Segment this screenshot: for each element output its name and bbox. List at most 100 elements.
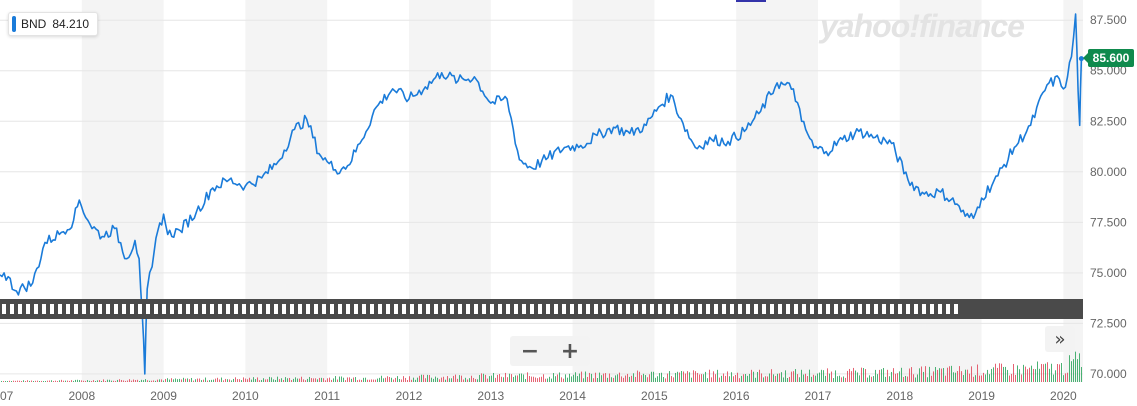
event-marker[interactable]: [153, 304, 158, 314]
event-marker[interactable]: [353, 304, 358, 314]
event-marker[interactable]: [17, 304, 22, 314]
event-marker[interactable]: [625, 304, 630, 314]
event-marker[interactable]: [209, 304, 214, 314]
event-marker[interactable]: [201, 304, 206, 314]
event-marker[interactable]: [873, 304, 878, 314]
event-marker[interactable]: [249, 304, 254, 314]
event-marker[interactable]: [761, 304, 766, 314]
event-marker[interactable]: [137, 304, 142, 314]
event-marker[interactable]: [529, 304, 534, 314]
zoom-out-button[interactable]: −: [510, 336, 550, 366]
event-marker[interactable]: [785, 304, 790, 314]
event-marker[interactable]: [305, 304, 310, 314]
event-marker[interactable]: [97, 304, 102, 314]
event-marker[interactable]: [377, 304, 382, 314]
event-marker[interactable]: [665, 304, 670, 314]
event-marker[interactable]: [793, 304, 798, 314]
event-marker[interactable]: [449, 304, 454, 314]
event-marker[interactable]: [417, 304, 422, 314]
event-marker[interactable]: [457, 304, 462, 314]
event-marker[interactable]: [73, 304, 78, 314]
event-marker[interactable]: [393, 304, 398, 314]
event-marker[interactable]: [697, 304, 702, 314]
event-marker[interactable]: [865, 304, 870, 314]
event-marker[interactable]: [849, 304, 854, 314]
event-marker[interactable]: [145, 304, 150, 314]
event-marker[interactable]: [105, 304, 110, 314]
event-marker[interactable]: [169, 304, 174, 314]
event-marker[interactable]: [705, 304, 710, 314]
event-marker[interactable]: [473, 304, 478, 314]
event-marker[interactable]: [25, 304, 30, 314]
event-marker[interactable]: [689, 304, 694, 314]
event-marker[interactable]: [281, 304, 286, 314]
event-marker[interactable]: [425, 304, 430, 314]
event-marker[interactable]: [585, 304, 590, 314]
event-marker[interactable]: [129, 304, 134, 314]
event-marker[interactable]: [337, 304, 342, 314]
event-marker[interactable]: [593, 304, 598, 314]
event-marker[interactable]: [777, 304, 782, 314]
event-marker[interactable]: [113, 304, 118, 314]
event-marker[interactable]: [193, 304, 198, 314]
event-marker[interactable]: [497, 304, 502, 314]
event-marker[interactable]: [617, 304, 622, 314]
event-marker[interactable]: [905, 304, 910, 314]
event-marker[interactable]: [649, 304, 654, 314]
event-marker[interactable]: [897, 304, 902, 314]
event-marker[interactable]: [217, 304, 222, 314]
event-marker[interactable]: [713, 304, 718, 314]
event-marker[interactable]: [465, 304, 470, 314]
event-marker[interactable]: [833, 304, 838, 314]
event-marker[interactable]: [825, 304, 830, 314]
event-marker[interactable]: [505, 304, 510, 314]
event-marker[interactable]: [185, 304, 190, 314]
event-marker[interactable]: [329, 304, 334, 314]
event-marker[interactable]: [265, 304, 270, 314]
event-marker[interactable]: [889, 304, 894, 314]
event-marker[interactable]: [489, 304, 494, 314]
event-marker[interactable]: [929, 304, 934, 314]
event-marker[interactable]: [385, 304, 390, 314]
series-legend[interactable]: BND 84.210: [8, 12, 99, 36]
event-marker[interactable]: [937, 304, 942, 314]
event-marker[interactable]: [289, 304, 294, 314]
event-marker[interactable]: [601, 304, 606, 314]
event-marker[interactable]: [569, 304, 574, 314]
event-marker[interactable]: [673, 304, 678, 314]
event-marker[interactable]: [225, 304, 230, 314]
event-marker[interactable]: [545, 304, 550, 314]
event-marker[interactable]: [537, 304, 542, 314]
event-marker[interactable]: [369, 304, 374, 314]
event-marker[interactable]: [57, 304, 62, 314]
event-marker[interactable]: [809, 304, 814, 314]
event-marker[interactable]: [345, 304, 350, 314]
event-marker[interactable]: [953, 304, 958, 314]
event-marker[interactable]: [177, 304, 182, 314]
event-marker[interactable]: [321, 304, 326, 314]
event-marker[interactable]: [161, 304, 166, 314]
event-marker[interactable]: [65, 304, 70, 314]
event-marker[interactable]: [577, 304, 582, 314]
event-marker[interactable]: [441, 304, 446, 314]
event-marker[interactable]: [801, 304, 806, 314]
event-marker[interactable]: [89, 304, 94, 314]
event-marker[interactable]: [9, 304, 14, 314]
event-marker[interactable]: [633, 304, 638, 314]
event-marker[interactable]: [881, 304, 886, 314]
event-marker[interactable]: [721, 304, 726, 314]
event-marker[interactable]: [513, 304, 518, 314]
event-marker[interactable]: [297, 304, 302, 314]
event-marker[interactable]: [609, 304, 614, 314]
event-marker[interactable]: [41, 304, 46, 314]
event-marker[interactable]: [233, 304, 238, 314]
expand-chart-button[interactable]: »: [1045, 326, 1075, 352]
event-marker[interactable]: [657, 304, 662, 314]
event-marker[interactable]: [401, 304, 406, 314]
event-marker[interactable]: [841, 304, 846, 314]
event-marker[interactable]: [737, 304, 742, 314]
event-marker[interactable]: [1, 304, 6, 314]
event-marker[interactable]: [257, 304, 262, 314]
event-marker[interactable]: [273, 304, 278, 314]
event-marker[interactable]: [817, 304, 822, 314]
